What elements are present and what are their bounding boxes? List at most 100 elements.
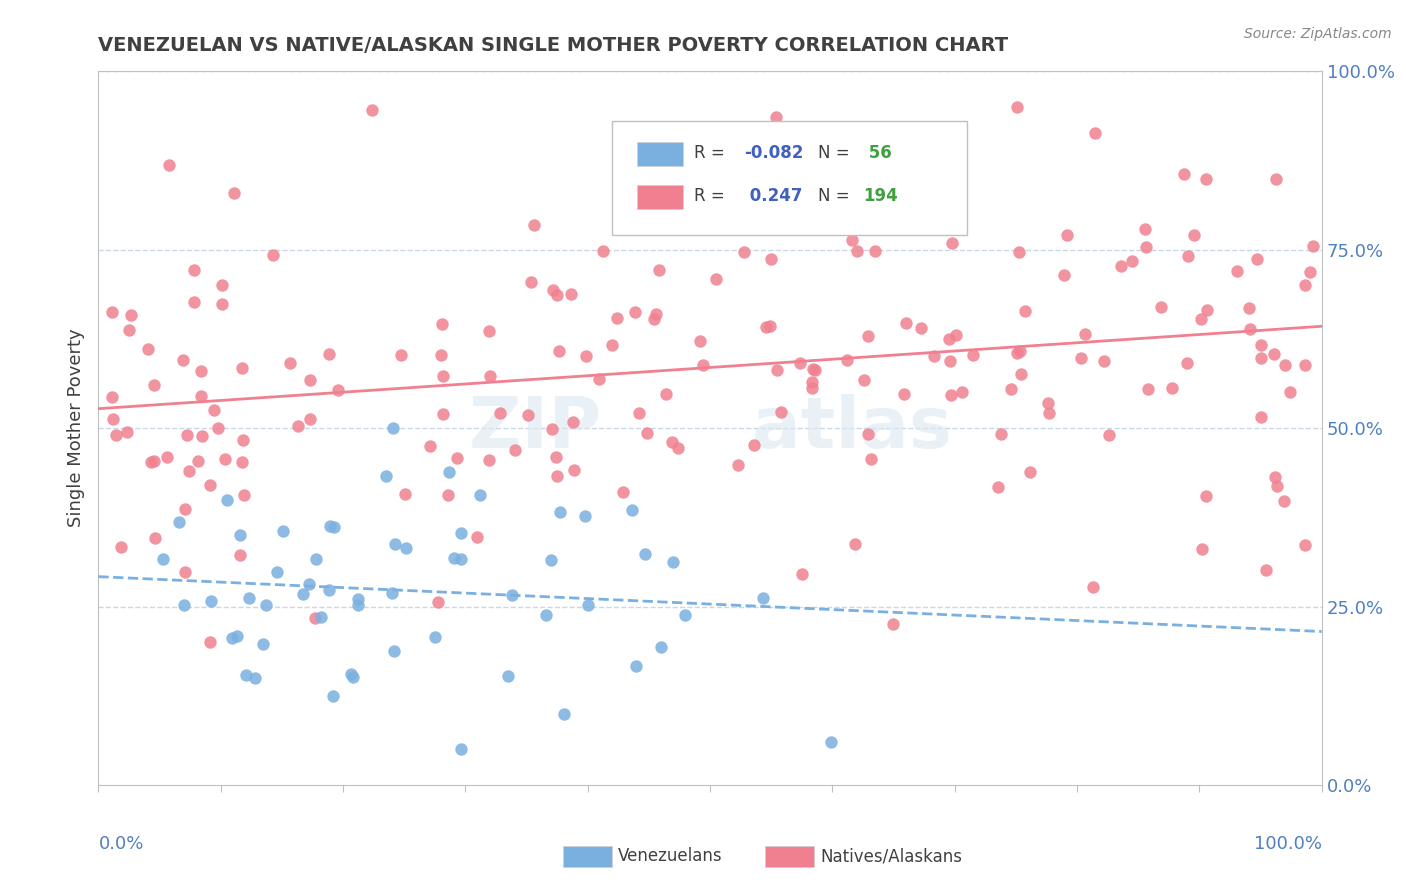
Point — [516, 408, 538, 422]
Point — [548, 504, 571, 518]
Point — [262, 248, 284, 262]
Point — [606, 310, 628, 325]
Point — [592, 244, 614, 259]
Point — [875, 212, 897, 227]
Point — [733, 244, 755, 259]
Point — [478, 324, 501, 338]
Point — [252, 637, 274, 651]
Point — [136, 342, 159, 356]
Point — [173, 598, 195, 612]
Point — [1182, 227, 1205, 242]
Text: N =: N = — [818, 187, 855, 205]
Point — [546, 450, 568, 464]
Text: ZIP      atlas: ZIP atlas — [468, 393, 952, 463]
Point — [1299, 265, 1322, 279]
Point — [101, 305, 124, 319]
Point — [238, 591, 260, 606]
Point — [882, 617, 904, 632]
Point — [703, 209, 725, 223]
Point — [202, 403, 225, 417]
Point — [394, 487, 416, 501]
Text: N =: N = — [818, 145, 855, 162]
Point — [945, 327, 967, 342]
Point — [450, 551, 472, 566]
Point — [478, 452, 501, 467]
Point — [299, 373, 322, 387]
Point — [540, 422, 562, 436]
Point — [221, 632, 243, 646]
Point — [1265, 479, 1288, 493]
Point — [742, 438, 765, 452]
Point — [322, 520, 344, 534]
Point — [852, 373, 875, 387]
Point — [612, 485, 634, 500]
Point — [1133, 222, 1156, 236]
Point — [142, 378, 165, 392]
Point — [755, 320, 778, 334]
Point — [211, 278, 233, 293]
Point — [229, 548, 252, 562]
Point — [692, 358, 714, 372]
Point — [228, 528, 250, 542]
Point — [846, 244, 869, 258]
Point — [489, 406, 512, 420]
Point — [1272, 494, 1295, 508]
Point — [690, 196, 713, 211]
Point — [443, 551, 465, 566]
Point — [1250, 409, 1272, 424]
Point — [1038, 406, 1060, 420]
Point — [578, 598, 600, 612]
Point — [1195, 489, 1218, 503]
Point — [804, 363, 827, 377]
Point — [560, 287, 582, 301]
FancyBboxPatch shape — [612, 121, 967, 235]
Point — [1302, 239, 1324, 253]
Point — [157, 158, 180, 172]
Point — [266, 565, 288, 579]
Text: Venezuelans: Venezuelans — [619, 847, 723, 865]
Point — [1019, 466, 1042, 480]
Point — [574, 509, 596, 524]
Point — [103, 412, 125, 426]
Point — [118, 323, 141, 337]
Point — [643, 312, 665, 326]
Point — [801, 362, 824, 376]
Point — [962, 348, 984, 362]
Point — [792, 566, 814, 581]
Point — [1191, 541, 1213, 556]
Point — [666, 155, 689, 169]
Point — [200, 594, 222, 608]
Point — [465, 530, 488, 544]
Point — [215, 492, 238, 507]
FancyBboxPatch shape — [637, 142, 683, 166]
Point — [634, 547, 657, 561]
Point — [540, 553, 562, 567]
Point — [156, 450, 179, 464]
Point — [432, 407, 454, 421]
Point — [650, 640, 672, 654]
Point — [636, 426, 658, 441]
Point — [287, 419, 309, 434]
Point — [546, 288, 568, 302]
Text: R =: R = — [695, 187, 730, 205]
Point — [304, 611, 326, 625]
Point — [211, 296, 233, 310]
Point — [187, 454, 209, 468]
Point — [1294, 358, 1316, 372]
Point — [167, 515, 190, 529]
Point — [198, 635, 221, 649]
Point — [450, 526, 472, 541]
Point — [844, 537, 866, 551]
Point — [1279, 384, 1302, 399]
Point — [553, 706, 575, 721]
Point — [1173, 168, 1195, 182]
Point — [496, 669, 519, 683]
Point — [1053, 268, 1076, 282]
Point — [450, 742, 472, 756]
Point — [860, 451, 883, 466]
Point — [938, 332, 960, 346]
Point — [232, 433, 254, 447]
Point — [600, 338, 623, 352]
Point — [1010, 367, 1032, 381]
Point — [419, 438, 441, 452]
